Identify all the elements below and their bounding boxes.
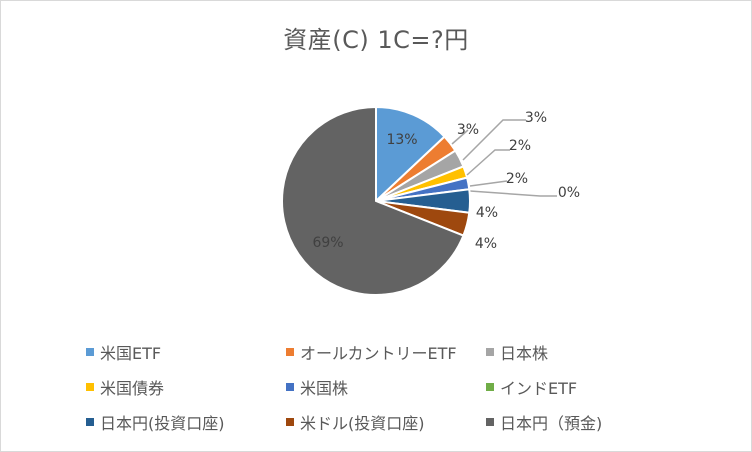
legend-item-5: インドETF: [486, 375, 577, 399]
data-label-8: 69%: [312, 235, 343, 251]
legend-label-3: 米国債券: [100, 379, 165, 398]
legend-item-8: 日本円（預金): [486, 410, 602, 434]
legend-swatch-7: [286, 418, 294, 426]
legend-item-3: 米国債券: [86, 375, 164, 399]
legend-label-5: インドETF: [500, 379, 578, 398]
leader-line-5: [469, 190, 557, 197]
legend-swatch-4: [286, 383, 294, 391]
legend-item-7: 米ドル(投資口座): [286, 410, 425, 434]
leader-line-3: [466, 149, 510, 176]
legend-swatch-3: [86, 383, 94, 391]
legend-swatch-8: [486, 418, 494, 426]
legend-item-4: 米国株: [286, 375, 348, 399]
legend-swatch-0: [86, 348, 94, 356]
legend-label-6: 日本円(投資口座): [100, 414, 225, 433]
legend-item-0: 米国ETF: [86, 340, 161, 364]
legend-item-2: 日本株: [486, 340, 548, 364]
data-label-7: 4%: [475, 236, 497, 252]
legend-swatch-2: [486, 348, 494, 356]
legend-label-1: オールカントリーETF: [300, 344, 457, 363]
legend-label-8: 日本円（預金): [500, 414, 603, 433]
data-label-3: 2%: [509, 138, 531, 154]
data-label-0: 13%: [386, 132, 417, 148]
legend-swatch-1: [286, 348, 294, 356]
pie-slice-0: [375, 105, 446, 204]
data-label-2: 3%: [525, 110, 547, 126]
legend-swatch-5: [486, 383, 494, 391]
leader-line-4: [469, 180, 508, 187]
legend-label-7: 米ドル(投資口座): [300, 414, 425, 433]
data-label-5: 0%: [558, 185, 580, 201]
legend-item-1: オールカントリーETF: [286, 340, 457, 364]
data-label-6: 4%: [476, 205, 498, 221]
legend-label-4: 米国株: [300, 379, 349, 398]
data-label-1: 3%: [457, 122, 479, 138]
pie-slice-8: [281, 105, 465, 296]
legend-label-2: 日本株: [500, 344, 549, 363]
data-label-4: 2%: [506, 171, 528, 187]
leader-line-1: [451, 129, 469, 145]
legend-label-0: 米国ETF: [100, 344, 162, 363]
leader-line-2: [462, 119, 526, 161]
legend-item-6: 日本円(投資口座): [86, 410, 225, 434]
chart-title: 資産(C) 1C=?円: [283, 26, 469, 54]
legend-swatch-6: [86, 418, 94, 426]
